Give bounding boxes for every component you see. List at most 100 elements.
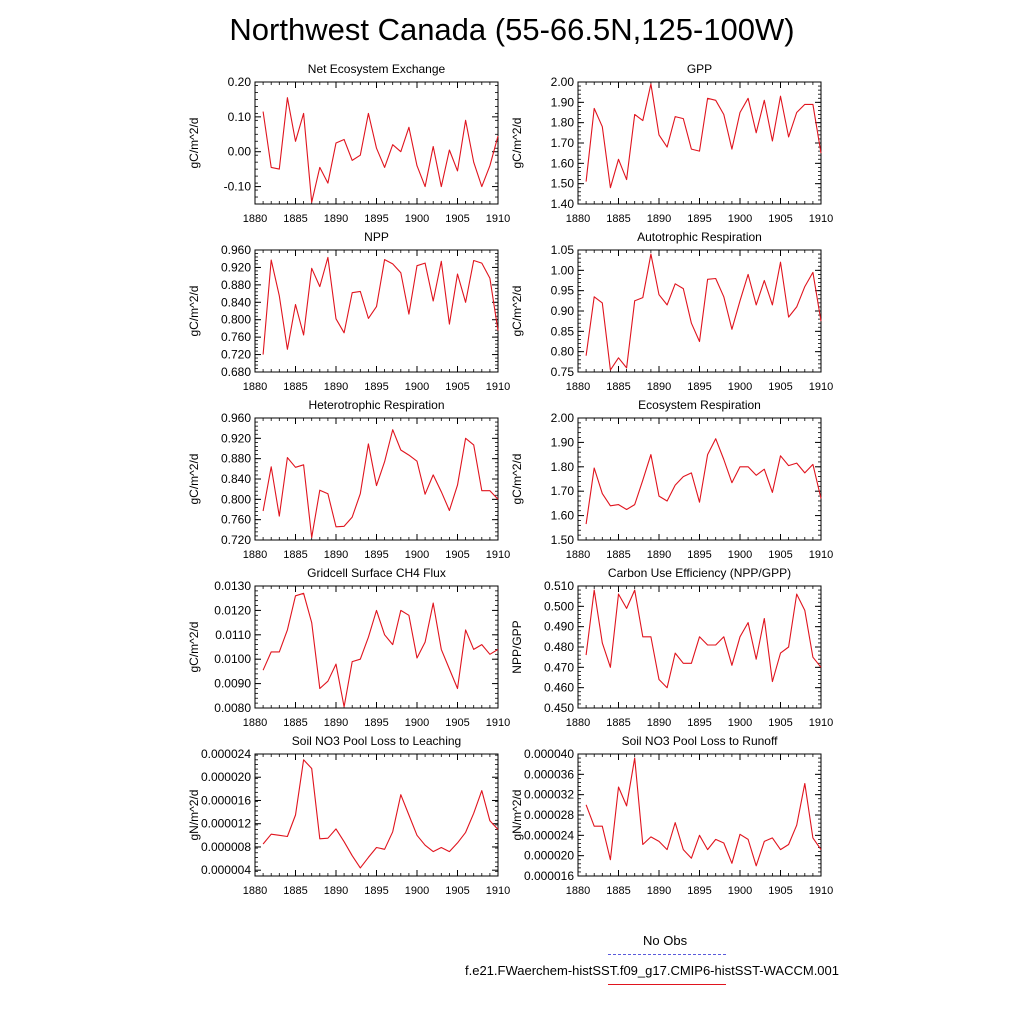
- x-tick-label: 1885: [283, 717, 307, 729]
- y-tick-label: 0.85: [551, 324, 575, 338]
- legend-line-obs: [608, 954, 726, 955]
- x-tick-label: 1890: [647, 717, 671, 729]
- x-tick-label: 1910: [486, 213, 510, 225]
- x-tick-label: 1880: [566, 549, 590, 561]
- y-tick-label: 0.800: [221, 313, 251, 327]
- y-tick-label: 1.60: [551, 156, 575, 170]
- y-tick-label: 0.000016: [524, 869, 574, 883]
- y-axis-label: gN/m^2/d: [187, 790, 201, 841]
- x-tick-label: 1895: [687, 885, 711, 897]
- x-tick-label: 1890: [647, 381, 671, 393]
- x-tick-label: 1910: [809, 549, 833, 561]
- series-line: [585, 757, 822, 867]
- y-tick-label: 0.960: [221, 243, 251, 257]
- y-tick-label: 0.880: [221, 452, 251, 466]
- y-tick-label: 0.0110: [215, 628, 251, 642]
- x-tick-label: 1900: [405, 885, 429, 897]
- x-tick-label: 1890: [324, 213, 348, 225]
- panel-2: 1.40 1.50 1.60 1.70 1.80 1.90 2.00 1880 1885 1890…: [510, 62, 833, 225]
- plot-frame: [254, 753, 499, 877]
- x-tick-label: 1895: [687, 213, 711, 225]
- x-tick-label: 1905: [445, 381, 469, 393]
- panel-title: Gridcell Surface CH4 Flux: [307, 566, 446, 580]
- x-tick-label: 1895: [364, 213, 388, 225]
- y-tick-label: 2.00: [551, 411, 575, 425]
- y-tick-label: 1.50: [551, 177, 575, 191]
- x-tick-label: 1880: [243, 213, 267, 225]
- y-tick-label: 0.800: [221, 492, 251, 506]
- x-tick-label: 1885: [283, 381, 307, 393]
- panel-6: 1.50 1.60 1.70 1.80 1.90 2.00 1880 1885 1890 1895…: [510, 398, 833, 561]
- x-tick-label: 1885: [606, 549, 630, 561]
- y-tick-label: 0.760: [221, 513, 251, 527]
- y-tick-label: 1.00: [551, 263, 575, 277]
- x-tick-label: 1885: [606, 381, 630, 393]
- x-tick-label: 1890: [647, 213, 671, 225]
- y-tick-label: 1.05: [551, 243, 575, 257]
- y-tick-label: 0.880: [221, 278, 251, 292]
- x-tick-label: 1885: [606, 213, 630, 225]
- y-axis-label: NPP/GPP: [510, 620, 524, 673]
- y-tick-label: 0.000024: [201, 747, 251, 761]
- panel-title: Net Ecosystem Exchange: [308, 62, 446, 76]
- x-tick-label: 1900: [728, 885, 752, 897]
- y-tick-label: 0.90: [551, 304, 575, 318]
- x-tick-label: 1895: [364, 717, 388, 729]
- y-tick-label: 1.70: [551, 136, 575, 150]
- y-tick-label: 0.0100: [214, 652, 251, 666]
- y-tick-label: 0.840: [221, 472, 251, 486]
- x-tick-label: 1905: [768, 213, 792, 225]
- x-tick-label: 1885: [606, 717, 630, 729]
- y-tick-label: 0.920: [221, 260, 251, 274]
- x-tick-label: 1900: [405, 381, 429, 393]
- x-tick-label: 1905: [445, 549, 469, 561]
- x-tick-label: 1890: [324, 549, 348, 561]
- y-tick-label: -0.10: [224, 180, 252, 194]
- x-tick-label: 1910: [486, 885, 510, 897]
- x-tick-label: 1900: [728, 381, 752, 393]
- x-tick-label: 1895: [687, 549, 711, 561]
- x-tick-label: 1905: [445, 885, 469, 897]
- legend-label-case: f.e21.FWaerchem-histSST.f09_g17.CMIP6-hi…: [465, 963, 839, 978]
- x-tick-label: 1890: [647, 549, 671, 561]
- y-tick-label: 0.000020: [201, 770, 251, 784]
- panel-title: Soil NO3 Pool Loss to Leaching: [292, 734, 461, 748]
- y-tick-label: 0.920: [221, 431, 251, 445]
- x-tick-label: 1910: [486, 549, 510, 561]
- x-tick-label: 1905: [768, 549, 792, 561]
- plot-frame: [577, 417, 822, 541]
- figure-title: Northwest Canada (55-66.5N,125-100W): [229, 12, 795, 47]
- legend-line-case: [608, 984, 726, 985]
- x-tick-label: 1900: [728, 549, 752, 561]
- y-tick-label: 0.0130: [214, 579, 251, 593]
- x-tick-label: 1895: [364, 549, 388, 561]
- panel-1: -0.10 0.00 0.10 0.20 1880 1885 1890 1895 1900 190…: [187, 62, 510, 225]
- panel-title: GPP: [687, 62, 712, 76]
- y-tick-label: 0.470: [544, 660, 574, 674]
- panel-8: 0.450 0.460 0.470 0.480 0.490 0.500 0.510 1880 1…: [510, 566, 833, 729]
- series-line: [262, 759, 499, 869]
- panel-title: Soil NO3 Pool Loss to Runoff: [622, 734, 779, 748]
- x-tick-label: 1880: [243, 381, 267, 393]
- x-tick-label: 1895: [687, 381, 711, 393]
- y-axis-label: gN/m^2/d: [510, 790, 524, 841]
- y-tick-label: 0.840: [221, 295, 251, 309]
- y-tick-label: 0.0120: [214, 603, 251, 617]
- y-tick-label: 1.90: [551, 95, 575, 109]
- y-axis-label: gC/m^2/d: [510, 454, 524, 505]
- y-tick-label: 0.720: [221, 533, 251, 547]
- x-tick-label: 1900: [405, 213, 429, 225]
- x-tick-label: 1910: [809, 381, 833, 393]
- x-tick-label: 1900: [405, 717, 429, 729]
- panel-5: 0.720 0.760 0.800 0.840 0.880 0.920 0.960 1880 1…: [187, 398, 510, 561]
- series-line: [585, 253, 822, 371]
- y-tick-label: 2.00: [551, 75, 575, 89]
- x-tick-label: 1885: [283, 549, 307, 561]
- y-tick-label: 0.000008: [201, 840, 251, 854]
- x-tick-label: 1880: [243, 549, 267, 561]
- x-tick-label: 1900: [728, 213, 752, 225]
- x-tick-label: 1900: [405, 549, 429, 561]
- x-tick-label: 1905: [445, 213, 469, 225]
- y-tick-label: 1.80: [551, 460, 575, 474]
